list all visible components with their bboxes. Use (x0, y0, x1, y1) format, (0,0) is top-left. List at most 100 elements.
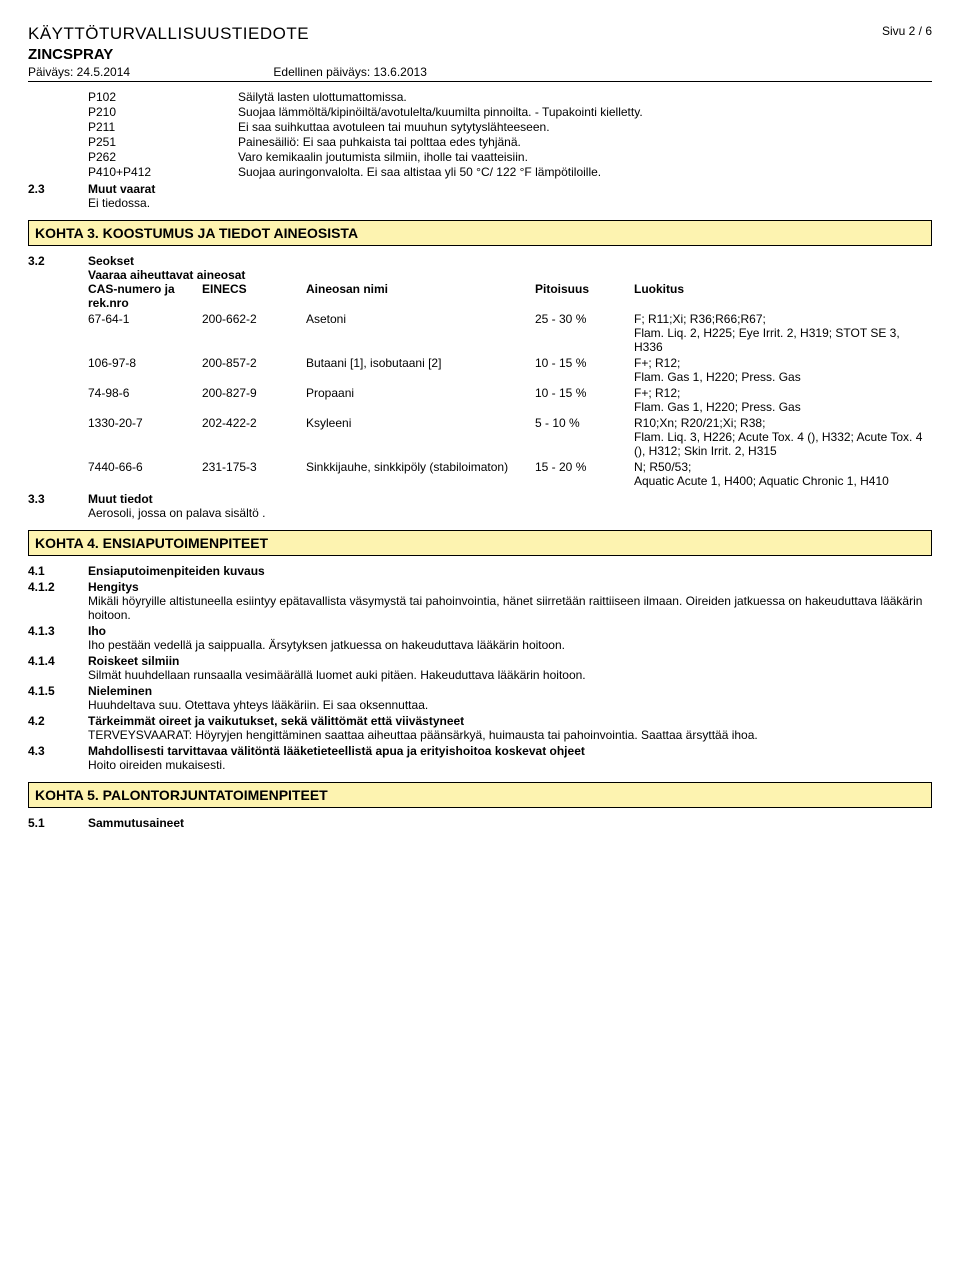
sec-label: Iho (88, 624, 932, 638)
sec-num: 3.2 (28, 254, 88, 490)
sec-body: Tärkeimmät oireet ja vaikutukset, sekä v… (88, 714, 932, 742)
p-code: P251 (88, 135, 238, 150)
cell-luo: R10;Xn; R20/21;Xi; R38; Flam. Liq. 3, H2… (634, 416, 932, 460)
cell-cas: 7440-66-6 (88, 460, 202, 490)
ingredient-row: 67-64-1200-662-2Asetoni25 - 30 %F; R11;X… (88, 312, 932, 356)
sec-body: NieleminenHuuhdeltava suu. Otettava yhte… (88, 684, 932, 712)
cell-einecs: 200-857-2 (202, 356, 306, 386)
sec-label: Muut tiedot (88, 492, 932, 506)
ingredient-row: 74-98-6200-827-9Propaani10 - 15 %F+; R12… (88, 386, 932, 416)
sec-num: 3.3 (28, 492, 88, 520)
th-einecs: EINECS (202, 282, 306, 312)
th-name: Aineosan nimi (306, 282, 535, 312)
p-statement-row: P262Varo kemikaalin joutumista silmiin, … (88, 150, 643, 165)
cell-name: Propaani (306, 386, 535, 416)
sec-num: 4.1.4 (28, 654, 88, 682)
sec-num: 2.3 (28, 182, 88, 210)
p-text: Suojaa auringonvalolta. Ei saa altistaa … (238, 165, 643, 180)
p-code: P262 (88, 150, 238, 165)
sec-sublabel: Vaaraa aiheuttavat aineosat (88, 268, 932, 282)
sec-num: 4.1.5 (28, 684, 88, 712)
ingredient-row: 7440-66-6231-175-3Sinkkijauhe, sinkkipöl… (88, 460, 932, 490)
sec-num: 4.1.3 (28, 624, 88, 652)
th-luo: Luokitus (634, 282, 932, 312)
sec-label: Seokset (88, 254, 932, 268)
p-text: Painesäiliö: Ei saa puhkaista tai poltta… (238, 135, 643, 150)
sec-body-text: Silmät huuhdellaan runsaalla vesimääräll… (88, 668, 932, 682)
p-statement-row: P410+P412Suojaa auringonvalolta. Ei saa … (88, 165, 643, 180)
sec-4-row: 4.2Tärkeimmät oireet ja vaikutukset, sek… (28, 714, 932, 742)
sec-body-text: Iho pestään vedellä ja saippualla. Ärsyt… (88, 638, 932, 652)
p-code: P210 (88, 105, 238, 120)
sec-num: 4.2 (28, 714, 88, 742)
th-cas: CAS-numero ja rek.nro (88, 282, 202, 312)
sec-body: Ensiaputoimenpiteiden kuvaus (88, 564, 932, 578)
sec-5-1: 5.1 Sammutusaineet (28, 816, 932, 830)
sec-label: Sammutusaineet (88, 816, 932, 830)
sec-label: Muut vaarat (88, 182, 932, 196)
p-text: Säilytä lasten ulottumattomissa. (238, 90, 643, 105)
sec-body-text: Ei tiedossa. (88, 196, 932, 210)
ingredient-row: 1330-20-7202-422-2Ksyleeni5 - 10 %R10;Xn… (88, 416, 932, 460)
p-text: Varo kemikaalin joutumista silmiin, ihol… (238, 150, 643, 165)
sec-4-row: 4.1.3IhoIho pestään vedellä ja saippuall… (28, 624, 932, 652)
sec-body: Mahdollisesti tarvittavaa välitöntä lääk… (88, 744, 932, 772)
sec-label: Tärkeimmät oireet ja vaikutukset, sekä v… (88, 714, 932, 728)
current-date: Päiväys: 24.5.2014 (28, 65, 130, 79)
sec-body: Roiskeet silmiinSilmät huuhdellaan runsa… (88, 654, 932, 682)
p-statement-row: P251Painesäiliö: Ei saa puhkaista tai po… (88, 135, 643, 150)
sec-body-text: Aerosoli, jossa on palava sisältö . (88, 506, 932, 520)
cell-einecs: 200-827-9 (202, 386, 306, 416)
th-pit: Pitoisuus (535, 282, 634, 312)
cell-einecs: 200-662-2 (202, 312, 306, 356)
cell-cas: 1330-20-7 (88, 416, 202, 460)
p-statement-row: P102Säilytä lasten ulottumattomissa. (88, 90, 643, 105)
p-code: P211 (88, 120, 238, 135)
sec-label: Ensiaputoimenpiteiden kuvaus (88, 564, 932, 578)
sec-num: 4.1 (28, 564, 88, 578)
section-5-title: KOHTA 5. PALONTORJUNTATOIMENPITEET (28, 782, 932, 808)
sec-4-row: 4.1.4Roiskeet silmiinSilmät huuhdellaan … (28, 654, 932, 682)
section-4-title: KOHTA 4. ENSIAPUTOIMENPITEET (28, 530, 932, 556)
sec-4-row: 4.3Mahdollisesti tarvittavaa välitöntä l… (28, 744, 932, 772)
sec-body: HengitysMikäli höyryille altistuneella e… (88, 580, 932, 622)
cell-einecs: 202-422-2 (202, 416, 306, 460)
sec-body-text: Hoito oireiden mukaisesti. (88, 758, 932, 772)
p-text: Ei saa suihkuttaa avotuleen tai muuhun s… (238, 120, 643, 135)
sec-num: 4.1.2 (28, 580, 88, 622)
cell-pit: 25 - 30 % (535, 312, 634, 356)
cell-pit: 10 - 15 % (535, 386, 634, 416)
section-3-title: KOHTA 3. KOOSTUMUS JA TIEDOT AINEOSISTA (28, 220, 932, 246)
ingredient-row: 106-97-8200-857-2Butaani [1], isobutaani… (88, 356, 932, 386)
p-statement-table: P102Säilytä lasten ulottumattomissa.P210… (88, 90, 643, 180)
cell-luo: F+; R12; Flam. Gas 1, H220; Press. Gas (634, 386, 932, 416)
doc-header: Sivu 2 / 6 KÄYTTÖTURVALLISUUSTIEDOTE ZIN… (28, 24, 932, 82)
sec-num: 4.3 (28, 744, 88, 772)
sec-body-text: Mikäli höyryille altistuneella esiintyy … (88, 594, 932, 622)
cell-luo: F+; R12; Flam. Gas 1, H220; Press. Gas (634, 356, 932, 386)
sec-body-text: TERVEYSVAARAT: Höyryjen hengittäminen sa… (88, 728, 932, 742)
p-text: Suojaa lämmöltä/kipinöiltä/avotulelta/ku… (238, 105, 643, 120)
cell-luo: F; R11;Xi; R36;R66;R67; Flam. Liq. 2, H2… (634, 312, 932, 356)
header-rule (28, 81, 932, 82)
sec-label: Mahdollisesti tarvittavaa välitöntä lääk… (88, 744, 932, 758)
cell-einecs: 231-175-3 (202, 460, 306, 490)
sec-label: Hengitys (88, 580, 932, 594)
cell-cas: 74-98-6 (88, 386, 202, 416)
p-code: P410+P412 (88, 165, 238, 180)
sec-num: 5.1 (28, 816, 88, 830)
cell-luo: N; R50/53; Aquatic Acute 1, H400; Aquati… (634, 460, 932, 490)
ingredient-table: CAS-numero ja rek.nro EINECS Aineosan ni… (88, 282, 932, 490)
cell-pit: 10 - 15 % (535, 356, 634, 386)
sec-2-3: 2.3 Muut vaarat Ei tiedossa. (28, 182, 932, 210)
sec-body: IhoIho pestään vedellä ja saippualla. Är… (88, 624, 932, 652)
cell-name: Ksyleeni (306, 416, 535, 460)
sec-4-row: 4.1.5NieleminenHuuhdeltava suu. Otettava… (28, 684, 932, 712)
cell-name: Butaani [1], isobutaani [2] (306, 356, 535, 386)
page-number: Sivu 2 / 6 (882, 24, 932, 38)
sec-body-text: Huuhdeltava suu. Otettava yhteys lääkäri… (88, 698, 932, 712)
sec-label: Nieleminen (88, 684, 932, 698)
sec-4-row: 4.1Ensiaputoimenpiteiden kuvaus (28, 564, 932, 578)
cell-name: Sinkkijauhe, sinkkipöly (stabiloimaton) (306, 460, 535, 490)
cell-pit: 15 - 20 % (535, 460, 634, 490)
